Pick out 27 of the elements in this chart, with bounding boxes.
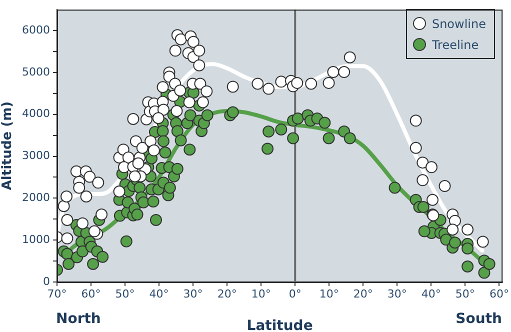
legend-label: Treeline [432,38,479,52]
y-tick-label: 1000 [22,232,50,246]
y-tick-label: 2000 [22,191,50,204]
x-tick-label: 20° [353,287,373,300]
x-tick-label: 0° [288,287,302,300]
x-tick-label: 50° [455,287,475,300]
y-tick-label: 6000 [22,23,50,36]
x-tick-label: 60° [489,287,509,300]
x-tick-label: 60° [81,287,101,300]
legend-label: Snowline [432,16,486,30]
x-tick-label: 10° [319,287,339,300]
x-tick-label: 70° [47,287,67,300]
y-tick-label: 5000 [22,65,50,78]
y-tick-label: 4000 [22,107,50,120]
x-tick-label: 30° [183,287,203,300]
y-axis-title: Altitude (m) [0,101,16,190]
x-tick-label: 50° [115,287,135,300]
y-tick-label: 3000 [22,149,50,162]
y-tick-label: 0 [43,274,50,288]
x-axis-title: Latitude [246,318,313,332]
text: North [56,311,101,327]
x-tick-label: 30° [387,287,407,300]
x-tick-label: 10° [251,287,271,300]
x-tick-label: 20° [217,287,237,300]
x-tick-label: 40° [149,287,169,300]
text: South [456,311,502,327]
x-tick-label: 40° [421,287,441,300]
